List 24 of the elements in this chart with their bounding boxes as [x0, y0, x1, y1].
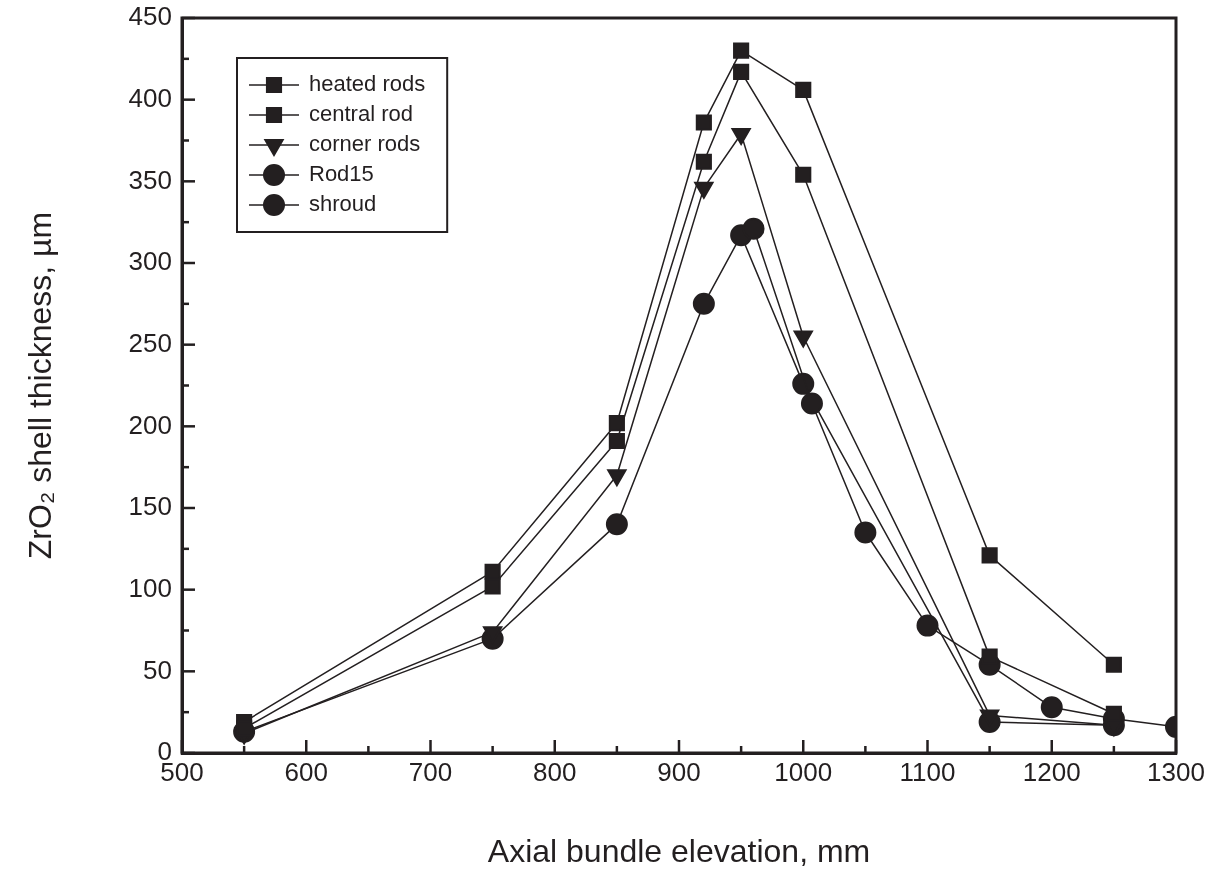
- x-tick-label: 1300: [1147, 757, 1205, 788]
- y-tick-label: 100: [128, 572, 172, 603]
- y-tick-label: 200: [128, 409, 172, 440]
- legend-label: corner rods: [309, 131, 421, 157]
- x-axis-title: Axial bundle elevation, mm: [487, 832, 871, 869]
- x-tick-label: 900: [657, 757, 701, 788]
- x-tick-label: 1000: [774, 757, 833, 788]
- y-tick-label: 400: [128, 82, 172, 113]
- x-tick-label: 1100: [899, 757, 956, 788]
- x-tick-label: 700: [408, 757, 453, 788]
- y-tick-label: 350: [128, 164, 172, 195]
- y-tick-label: 450: [128, 1, 172, 32]
- legend-label: shroud: [309, 191, 377, 217]
- x-tick-label: 1200: [1022, 757, 1081, 788]
- y-axis-title: ZrO₂ shell thickness, µm: [21, 211, 58, 560]
- legend-label: Rod15: [309, 161, 374, 187]
- legend-label: central rod: [309, 101, 413, 127]
- x-tick-label: 800: [533, 757, 577, 788]
- y-tick-label: 300: [128, 246, 172, 277]
- y-tick-label: 150: [128, 491, 172, 522]
- x-tick-label: 600: [284, 757, 328, 788]
- y-tick-label: 50: [143, 654, 172, 685]
- legend-label: heated rods: [309, 71, 426, 97]
- y-tick-label: 250: [128, 327, 172, 358]
